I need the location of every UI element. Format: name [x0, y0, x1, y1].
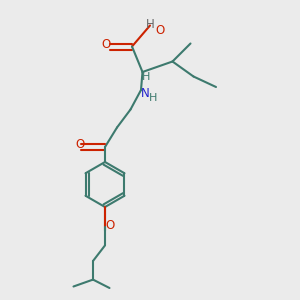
Text: O: O [102, 38, 111, 52]
Text: O: O [75, 138, 84, 151]
Text: N: N [141, 86, 150, 100]
Text: H: H [146, 17, 154, 31]
Text: O: O [105, 219, 114, 232]
Text: H: H [149, 92, 157, 103]
Text: O: O [156, 23, 165, 37]
Text: H: H [142, 72, 150, 82]
